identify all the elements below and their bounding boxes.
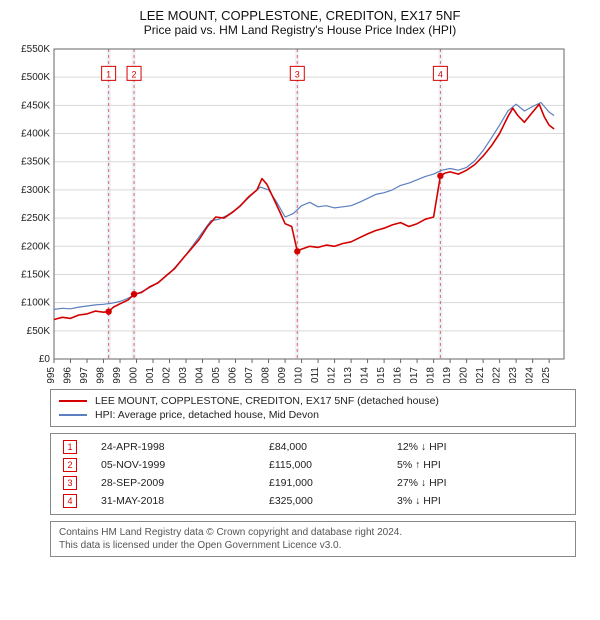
- event-diff: 27% ↓ HPI: [393, 474, 567, 492]
- attribution-line: This data is licensed under the Open Gov…: [59, 539, 567, 552]
- svg-text:£100K: £100K: [21, 298, 50, 309]
- svg-text:2009: 2009: [277, 367, 288, 383]
- event-row: 3 28-SEP-2009£191,00027% ↓ HPI: [59, 474, 567, 492]
- legend-item: LEE MOUNT, COPPLESTONE, CREDITON, EX17 5…: [59, 394, 567, 408]
- svg-text:£150K: £150K: [21, 269, 50, 280]
- svg-text:£450K: £450K: [21, 100, 50, 111]
- svg-text:1997: 1997: [79, 367, 90, 383]
- event-price: £115,000: [265, 456, 393, 474]
- svg-text:2001: 2001: [145, 367, 156, 383]
- svg-text:2023: 2023: [508, 367, 519, 383]
- event-row: 4 31-MAY-2018£325,0003% ↓ HPI: [59, 492, 567, 510]
- svg-text:2002: 2002: [162, 367, 173, 383]
- legend: LEE MOUNT, COPPLESTONE, CREDITON, EX17 5…: [50, 389, 576, 427]
- legend-label: HPI: Average price, detached house, Mid …: [95, 409, 319, 421]
- event-date: 24-APR-1998: [97, 438, 265, 456]
- svg-text:1999: 1999: [112, 367, 123, 383]
- event-diff: 5% ↑ HPI: [393, 456, 567, 474]
- svg-text:£550K: £550K: [21, 44, 50, 55]
- svg-text:2011: 2011: [310, 367, 321, 383]
- svg-text:£200K: £200K: [21, 241, 50, 252]
- svg-text:£300K: £300K: [21, 185, 50, 196]
- svg-text:£350K: £350K: [21, 157, 50, 168]
- event-price: £325,000: [265, 492, 393, 510]
- events-table: 1 24-APR-1998£84,00012% ↓ HPI 2 05-NOV-1999…: [50, 433, 576, 515]
- svg-text:2006: 2006: [228, 367, 239, 383]
- svg-text:1996: 1996: [63, 367, 74, 383]
- price-chart: £0 £50K £100K £150K £200K £250K £300K £350K £400…: [12, 43, 572, 383]
- svg-text:2019: 2019: [442, 367, 453, 383]
- svg-text:2025: 2025: [541, 367, 552, 383]
- svg-text:1: 1: [106, 69, 111, 79]
- svg-text:2013: 2013: [343, 367, 354, 383]
- attribution: Contains HM Land Registry data © Crown c…: [50, 521, 576, 557]
- svg-text:£250K: £250K: [21, 213, 50, 224]
- svg-text:2017: 2017: [409, 367, 420, 383]
- svg-text:£500K: £500K: [21, 72, 50, 83]
- event-n: 2: [59, 456, 97, 474]
- legend-label: LEE MOUNT, COPPLESTONE, CREDITON, EX17 5…: [95, 395, 439, 407]
- event-date: 28-SEP-2009: [97, 474, 265, 492]
- chart-area: £0 £50K £100K £150K £200K £250K £300K £350K £400…: [12, 43, 588, 383]
- svg-text:4: 4: [438, 69, 443, 79]
- event-row: 1 24-APR-1998£84,00012% ↓ HPI: [59, 438, 567, 456]
- svg-text:2003: 2003: [178, 367, 189, 383]
- svg-text:2008: 2008: [261, 367, 272, 383]
- svg-text:£50K: £50K: [27, 326, 51, 337]
- svg-text:1995: 1995: [46, 367, 57, 383]
- svg-text:2005: 2005: [211, 367, 222, 383]
- event-marker: 2: [63, 458, 77, 472]
- svg-text:2020: 2020: [459, 367, 470, 383]
- event-marker: 4: [63, 494, 77, 508]
- svg-text:3: 3: [295, 69, 300, 79]
- event-n: 4: [59, 492, 97, 510]
- svg-text:2015: 2015: [376, 367, 387, 383]
- chart-title: LEE MOUNT, COPPLESTONE, CREDITON, EX17 5…: [12, 8, 588, 23]
- attribution-line: Contains HM Land Registry data © Crown c…: [59, 526, 567, 539]
- svg-text:£0: £0: [39, 354, 51, 365]
- svg-text:2024: 2024: [525, 367, 536, 383]
- svg-text:1998: 1998: [96, 367, 107, 383]
- svg-text:2010: 2010: [294, 367, 305, 383]
- event-n: 1: [59, 438, 97, 456]
- legend-item: HPI: Average price, detached house, Mid …: [59, 408, 567, 422]
- event-diff: 12% ↓ HPI: [393, 438, 567, 456]
- event-price: £84,000: [265, 438, 393, 456]
- legend-swatch: [59, 400, 87, 402]
- svg-text:2007: 2007: [244, 367, 255, 383]
- svg-text:2012: 2012: [327, 367, 338, 383]
- event-marker: 1: [63, 440, 77, 454]
- svg-text:2022: 2022: [492, 367, 503, 383]
- event-date: 05-NOV-1999: [97, 456, 265, 474]
- svg-text:2018: 2018: [426, 367, 437, 383]
- event-n: 3: [59, 474, 97, 492]
- legend-swatch: [59, 414, 87, 416]
- event-diff: 3% ↓ HPI: [393, 492, 567, 510]
- svg-text:2: 2: [132, 69, 137, 79]
- svg-text:2004: 2004: [195, 367, 206, 383]
- svg-text:2014: 2014: [360, 367, 371, 383]
- chart-subtitle: Price paid vs. HM Land Registry's House …: [12, 23, 588, 37]
- event-marker: 3: [63, 476, 77, 490]
- svg-text:£400K: £400K: [21, 129, 50, 140]
- svg-text:2016: 2016: [393, 367, 404, 383]
- event-date: 31-MAY-2018: [97, 492, 265, 510]
- event-price: £191,000: [265, 474, 393, 492]
- svg-text:2021: 2021: [475, 367, 486, 383]
- event-row: 2 05-NOV-1999£115,0005% ↑ HPI: [59, 456, 567, 474]
- svg-text:2000: 2000: [129, 367, 140, 383]
